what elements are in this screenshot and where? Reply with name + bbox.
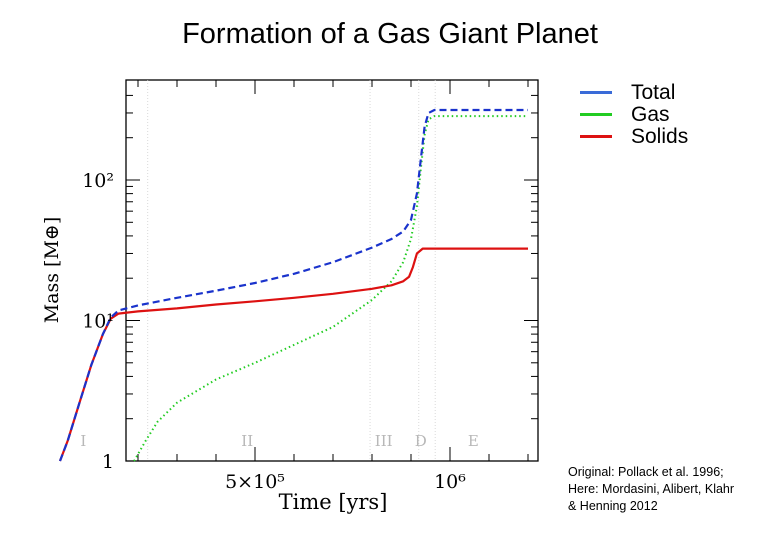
x-axis-label: Time [yrs] bbox=[279, 490, 388, 514]
phase-label: III bbox=[375, 432, 393, 450]
x-tick-label: 10⁶ bbox=[434, 471, 466, 493]
y-tick-label: 10² bbox=[82, 170, 114, 192]
legend-swatch-gas bbox=[580, 113, 612, 116]
tick-labels: 1 10¹ 10² 5×10⁵ 10⁶ bbox=[82, 170, 466, 493]
plot-frame bbox=[125, 79, 539, 462]
y-tick-label: 1 bbox=[102, 451, 114, 473]
credit-line-2: Here: Mordasini, Alibert, Klahr bbox=[568, 482, 735, 496]
phase-label: E bbox=[468, 432, 479, 450]
phase-label: I bbox=[80, 432, 86, 450]
series-lines bbox=[58, 108, 528, 462]
series-line-gas bbox=[133, 115, 528, 462]
y-tick-label: 10¹ bbox=[82, 311, 114, 333]
series-line-total bbox=[58, 108, 528, 462]
plot-border bbox=[125, 79, 539, 462]
phase-label: D bbox=[415, 432, 427, 450]
phase-labels: I II III D E bbox=[80, 432, 478, 450]
x-tick-label: 5×10⁵ bbox=[225, 471, 285, 493]
legend-label-gas: Gas bbox=[631, 103, 670, 126]
phase-lines bbox=[147, 80, 436, 461]
legend-swatch-solids bbox=[580, 135, 612, 138]
legend-label-solids: Solids bbox=[631, 125, 689, 148]
chart-title: Formation of a Gas Giant Planet bbox=[0, 18, 780, 51]
credits: Original: Pollack et al. 1996; Here: Mor… bbox=[568, 464, 773, 515]
legend-label-total: Total bbox=[631, 81, 676, 104]
chart-title-text: Formation of a Gas Giant Planet bbox=[182, 18, 598, 50]
y-axis-label: Mass [M⊕] bbox=[41, 217, 63, 324]
axis-ticks bbox=[126, 80, 538, 462]
credit-line-3: & Henning 2012 bbox=[568, 499, 658, 513]
credit-line-1: Original: Pollack et al. 1996; bbox=[568, 465, 724, 479]
legend-swatch-total bbox=[580, 91, 612, 94]
series-line-solids bbox=[58, 247, 528, 462]
phase-label: II bbox=[241, 432, 253, 450]
